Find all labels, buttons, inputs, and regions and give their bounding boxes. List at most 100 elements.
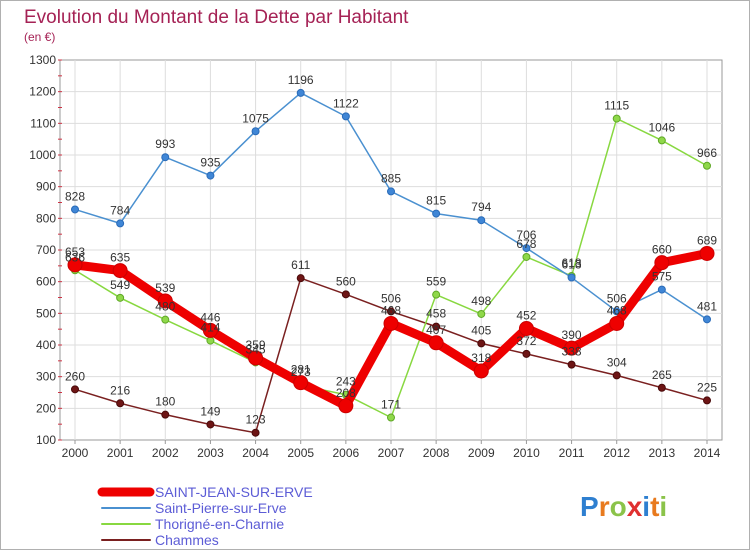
legend-label: SAINT-JEAN-SUR-ERVE	[155, 484, 313, 500]
series-0-point	[202, 322, 218, 338]
series-3-data-label: 216	[110, 383, 130, 397]
x-tick-label: 2001	[107, 446, 134, 460]
series-3-data-label: 611	[291, 258, 310, 272]
logo-letter: i	[659, 491, 667, 522]
series-0-point	[699, 245, 715, 261]
series-3-point	[71, 385, 79, 394]
series-0-data-label: 359	[246, 338, 266, 352]
logo-letter: t	[650, 491, 659, 522]
y-tick-label: 200	[36, 401, 56, 415]
series-1-point	[387, 187, 395, 196]
series-3-data-label: 560	[336, 274, 356, 288]
series-1-data-label: 575	[652, 270, 672, 284]
series-0-data-label: 689	[697, 233, 717, 247]
series-3-data-label: 180	[155, 395, 175, 409]
series-3-point	[296, 274, 305, 283]
series-2-point	[432, 290, 441, 299]
x-tick-label: 2008	[423, 446, 450, 460]
series-3-data-label: 149	[200, 404, 220, 418]
series-2-data-label: 414	[200, 321, 220, 335]
series-1-point	[477, 216, 486, 225]
y-tick-label: 300	[36, 370, 56, 384]
series-1-data-label: 506	[607, 291, 627, 305]
series-3-point	[567, 360, 576, 369]
series-3-data-label: 372	[516, 334, 536, 348]
series-0-data-label: 407	[426, 323, 446, 337]
series-3-point	[432, 322, 441, 331]
series-1-data-label: 1196	[288, 73, 314, 87]
series-1-point	[703, 315, 711, 324]
x-tick-label: 2011	[559, 446, 585, 460]
series-0-point	[473, 363, 489, 379]
logo-letter: x	[627, 491, 643, 522]
series-2-point	[657, 136, 666, 145]
series-0-point	[67, 257, 83, 273]
x-tick-label: 2010	[513, 446, 540, 460]
y-tick-label: 700	[36, 243, 56, 257]
series-2-point	[206, 336, 215, 345]
y-tick-label: 1000	[29, 148, 56, 162]
series-1-data-label: 794	[471, 200, 491, 214]
x-tick-label: 2004	[242, 446, 269, 460]
series-1-point	[71, 205, 79, 214]
series-1-data-label: 1075	[242, 111, 269, 125]
series-2-data-label: 243	[336, 375, 356, 389]
series-3-point	[161, 410, 170, 419]
series-0-data-label: 452	[516, 309, 536, 323]
series-1-data-label: 613	[562, 258, 582, 272]
series-0-data-label: 660	[652, 243, 672, 257]
series-2-data-label: 549	[110, 278, 130, 292]
series-3-data-label: 506	[381, 291, 401, 305]
series-3-data-label: 123	[246, 413, 266, 427]
series-3-point	[477, 339, 486, 348]
y-tick-label: 600	[36, 275, 56, 289]
series-3-data-label: 225	[697, 380, 717, 394]
logo-letter: o	[610, 491, 627, 522]
series-2-point	[387, 413, 395, 422]
y-tick-label: 1200	[29, 85, 56, 99]
series-3-point	[612, 371, 621, 380]
x-tick-label: 2012	[603, 446, 630, 460]
series-3-data-label: 304	[607, 355, 627, 369]
chart-subtitle: (en €)	[24, 30, 55, 44]
x-tick-label: 2002	[152, 446, 179, 460]
series-0-data-label: 318	[471, 351, 491, 365]
series-3-point	[703, 396, 711, 405]
series-0-data-label: 446	[200, 310, 220, 324]
series-1-data-label: 784	[110, 203, 130, 217]
series-1-point	[296, 88, 305, 97]
series-0-point	[157, 293, 173, 309]
series-2-point	[612, 114, 621, 123]
series-3-point	[206, 420, 215, 429]
series-0-data-label: 539	[155, 281, 175, 295]
series-0-data-label: 468	[381, 303, 401, 317]
series-2-data-label: 678	[516, 237, 536, 251]
series-0-data-label: 390	[562, 328, 582, 342]
series-0-point	[112, 263, 128, 279]
logo-letter: r	[599, 491, 610, 522]
series-0-point	[248, 350, 264, 366]
chart-title: Evolution du Montant de la Dette par Hab…	[24, 7, 409, 28]
logo-letter: P	[580, 491, 599, 522]
series-2-point	[116, 293, 125, 302]
series-2-data-label: 636	[65, 250, 85, 264]
series-3-data-label: 458	[426, 307, 446, 321]
series-1-point	[432, 209, 441, 218]
series-3-point	[387, 307, 395, 316]
series-0-point	[428, 335, 444, 351]
x-tick-label: 2005	[287, 446, 314, 460]
series-3-data-label: 260	[65, 369, 85, 383]
x-tick-label: 2013	[649, 446, 676, 460]
y-tick-label: 500	[36, 306, 56, 320]
series-3-point	[341, 290, 350, 299]
series-1-data-label: 935	[200, 156, 220, 170]
series-0-point	[564, 340, 580, 356]
x-tick-label: 2006	[333, 446, 360, 460]
series-3-point	[251, 428, 260, 437]
series-0-data-label: 281	[291, 363, 311, 377]
y-tick-label: 100	[36, 433, 56, 447]
series-1-data-label: 706	[516, 228, 536, 242]
series-1-point	[341, 112, 350, 121]
